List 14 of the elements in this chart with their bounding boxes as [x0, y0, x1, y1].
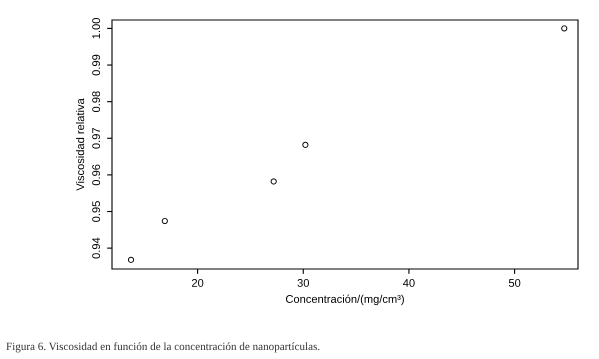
- y-tick-label: 0.97: [92, 128, 100, 149]
- y-tick-label: 0.94: [92, 238, 100, 259]
- text: Figura 6. Viscosidad en función de la concentración de nanopartículas.: [6, 342, 320, 352]
- x-tick-label: 50: [508, 279, 520, 287]
- x-tick-label: 40: [403, 279, 415, 287]
- x-tick-label: 30: [298, 279, 310, 287]
- x-axis-title: Concentración/(mg/cm³): [286, 294, 404, 306]
- y-tick-label: 1.00: [92, 18, 100, 38]
- y-tick-label: 0.98: [92, 91, 100, 112]
- x-tick-label: 20: [192, 279, 204, 287]
- y-tick-label: 0.99: [92, 54, 100, 76]
- y-tick-label: 0.96: [92, 164, 100, 186]
- y-axis-title: Viscosidad relativa: [76, 98, 84, 191]
- y-tick-label: 0.95: [92, 201, 100, 222]
